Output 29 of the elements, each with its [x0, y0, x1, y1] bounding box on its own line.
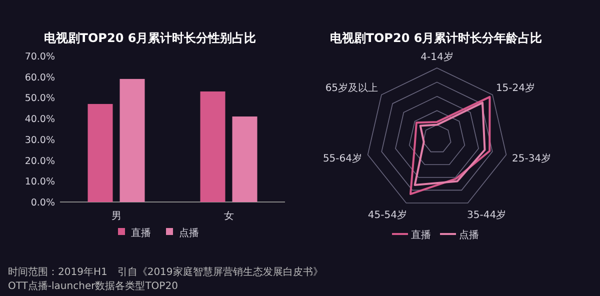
bar — [232, 116, 258, 202]
legend-label: 点播 — [179, 227, 199, 239]
text: 时间范围：2019年H1 引自《2019家庭智慧屏营销生态发展白皮书》 — [8, 266, 323, 278]
chart-title: 电视剧TOP20 6月累计时长分年龄占比 — [330, 31, 542, 45]
spoke-label: 15-24岁 — [496, 82, 536, 94]
y-tick-label: 60.0% — [24, 72, 55, 84]
y-tick-label: 70.0% — [24, 52, 55, 62]
spoke-label: 25-34岁 — [512, 152, 552, 164]
x-tick-label: 男 — [111, 211, 122, 222]
x-tick-label: 女 — [224, 210, 234, 222]
spoke-label: 35-44岁 — [467, 208, 506, 221]
y-tick-label: 0.0% — [30, 198, 55, 208]
spoke-label: 45-54岁 — [368, 208, 407, 221]
y-tick-label: 40.0% — [24, 114, 55, 126]
spoke-label: 4-14岁 — [420, 50, 454, 63]
y-tick-label: 30.0% — [24, 134, 55, 146]
text: OTT点播-launcher数据各类型TOP20 — [8, 280, 178, 292]
spoke-label: 55-64岁 — [322, 152, 362, 164]
chart-title: 电视剧TOP20 6月累计时长分性别占比 — [44, 31, 256, 45]
y-tick-label: 10.0% — [24, 176, 55, 188]
spoke-label: 65岁及以上 — [325, 82, 378, 94]
y-tick-label: 20.0% — [24, 156, 55, 167]
legend-label: 直播 — [411, 229, 431, 241]
bar — [88, 104, 113, 202]
bar — [120, 78, 145, 202]
y-tick-label: 50.0% — [24, 93, 55, 104]
bar — [200, 91, 226, 202]
legend-label: 点播 — [459, 229, 479, 241]
legend-label: 直播 — [131, 227, 151, 239]
